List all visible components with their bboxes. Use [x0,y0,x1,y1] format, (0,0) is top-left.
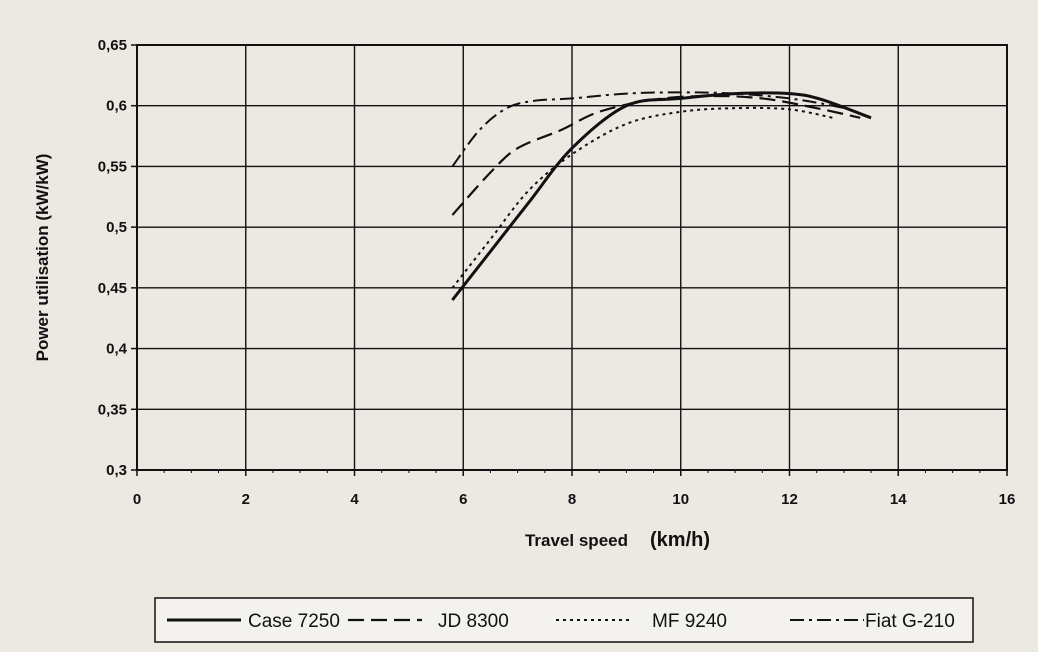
y-tick-label: 0,45 [98,280,127,297]
y-tick-label: 0,4 [106,341,128,358]
tick-labels: 0 2 4 6 8 10 12 14 16 0,3 0,35 0,4 0,45 0,5 0,55 0,6 0,6… [98,37,1016,508]
series-line-case-7250 [451,91,872,301]
legend-label: MF 9240 [652,611,727,632]
x-tick-label: 0 [133,491,141,508]
y-tick-label: 0,65 [98,37,127,54]
legend-label: Case 7250 [248,611,340,632]
y-tick-label: 0,3 [106,462,127,479]
y-axis-title: Power utilisation (kW/kW) [33,154,52,362]
x-tick-label: 16 [999,491,1016,508]
y-tick-label: 0,35 [98,401,127,418]
x-tick-label: 4 [350,491,359,508]
x-tick-label: 14 [890,491,907,508]
series-line-jd-8300 [451,94,861,216]
series-line-fiat-g-210 [451,91,855,168]
x-tick-label: 6 [459,491,467,508]
x-tick-label: 10 [672,491,689,508]
x-axis-title: Travel speed [525,531,628,550]
x-tick-label: 2 [242,491,250,508]
y-tick-label: 0,6 [106,98,127,115]
x-axis-unit: (km/h) [650,529,710,551]
grid-lines [131,44,1008,476]
x-tick-label: 12 [781,491,798,508]
x-tick-label: 8 [568,491,576,508]
plot-area-frame [136,44,1008,471]
y-tick-label: 0,55 [98,158,127,175]
y-tick-label: 0,5 [106,219,127,236]
legend-label: Fiat G-210 [865,611,955,632]
legend: Case 7250 JD 8300 MF 9240 Fiat G-210 [154,597,974,643]
series-line-mf-9240 [451,106,834,289]
series-lines [451,91,872,301]
legend-label: JD 8300 [438,611,509,632]
